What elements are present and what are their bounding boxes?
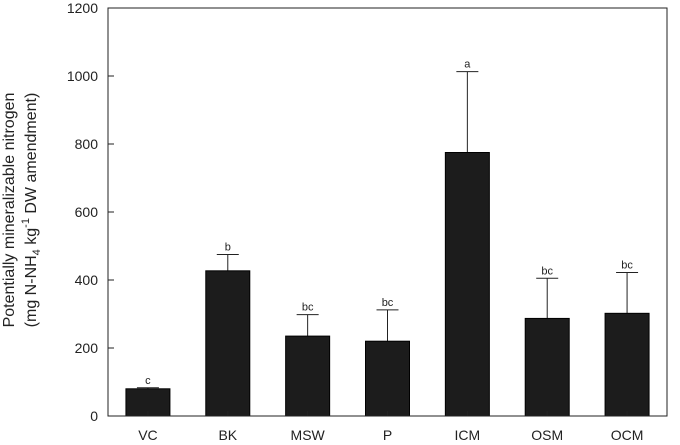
bar-osm	[524, 317, 570, 417]
bar-icm	[444, 152, 490, 417]
bar-p	[365, 340, 410, 417]
bar-ocm	[604, 312, 650, 417]
bar-msw	[285, 335, 331, 417]
bar-bk	[205, 270, 251, 417]
significance-letter-vc: c	[145, 375, 151, 387]
x-tick-label-osm: OSM	[531, 427, 563, 443]
y-tick-label-200: 200	[75, 340, 99, 356]
y-axis-label-line1: Potentially mineralizable nitrogen	[1, 93, 18, 328]
y-tick-label-600: 600	[75, 204, 99, 220]
significance-letter-osm: bc	[541, 265, 553, 277]
x-tick-label-p: P	[383, 427, 392, 443]
y-tick-label-1200: 1200	[67, 0, 98, 16]
significance-letter-ocm: bc	[621, 260, 633, 272]
y-tick-label-1000: 1000	[67, 68, 98, 84]
plot-frame	[107, 7, 668, 417]
x-tick-label-msw: MSW	[291, 427, 326, 443]
x-tick-label-icm: ICM	[455, 427, 481, 443]
x-tick-label-vc: VC	[138, 427, 157, 443]
y-tick-label-0: 0	[90, 408, 98, 424]
significance-letter-msw: bc	[302, 302, 314, 314]
y-tick-label-800: 800	[75, 136, 99, 152]
y-axis-label-line2: (mg N-NH4 kg-1 DW amendment)	[20, 93, 43, 328]
significance-letters: c b bc bc a bc bc	[145, 59, 633, 387]
y-axis-label-open: (mg N-NH	[23, 255, 40, 327]
significance-letter-p: bc	[382, 297, 394, 309]
y-axis-label-sup: -1	[20, 218, 32, 228]
x-axis-ticks: VC BK MSW P ICM OSM OCM	[138, 411, 643, 443]
significance-letter-icm: a	[464, 59, 471, 71]
y-axis-label: Potentially mineralizable nitrogen (mg N…	[1, 93, 43, 328]
y-axis-label-close: DW amendment)	[23, 93, 40, 218]
y-axis-ticks: 0 200 400 600 800 1000 1200	[67, 0, 114, 424]
significance-letter-bk: b	[225, 242, 231, 254]
x-tick-label-ocm: OCM	[611, 427, 644, 443]
y-axis-label-sub: 4	[31, 249, 43, 255]
y-tick-label-400: 400	[75, 272, 99, 288]
bars	[125, 152, 650, 417]
y-axis-label-mid: kg	[23, 228, 40, 249]
x-tick-label-bk: BK	[218, 427, 237, 443]
error-bars	[136, 71, 639, 389]
